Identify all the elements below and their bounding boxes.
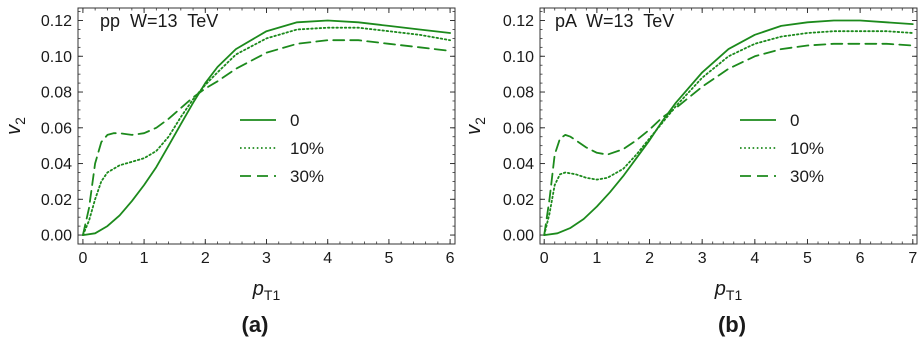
x-tick-label: 2 xyxy=(201,250,210,267)
legend-label: 0 xyxy=(790,111,799,130)
x-tick-label: 0 xyxy=(78,250,87,267)
y-tick-label: 0.08 xyxy=(41,85,72,102)
x-tick-label: 6 xyxy=(856,250,865,267)
x-tick-label: 7 xyxy=(908,250,917,267)
legend-label: 0 xyxy=(290,111,299,130)
x-axis-label-sub: T1 xyxy=(726,287,743,303)
legend-label: 10% xyxy=(290,139,324,158)
plot-annotation: pp W=13 TeV xyxy=(100,11,218,31)
y-tick-label: 0.02 xyxy=(41,192,72,209)
x-axis-label-main: p xyxy=(714,278,726,300)
y-tick-label: 0.00 xyxy=(41,228,72,245)
panel-b: 0 1 2 3 4 5 6 7 0.00 0.02 0.04 0.06 0.08 0.10 0.12 0 10%… xyxy=(463,7,918,337)
y-tick-label: 0.12 xyxy=(41,13,72,30)
y-axis-label: v2 xyxy=(463,117,488,135)
series-line-10pct xyxy=(543,30,914,236)
x-tick-label: 1 xyxy=(592,250,601,267)
panel-a: 0 1 2 3 4 5 6 0.00 0.02 0.04 0.06 0.08 0.10 0.12 0 10% 3… xyxy=(3,7,456,337)
x-tick-label: 2 xyxy=(645,250,654,267)
y-tick-label: 0.12 xyxy=(503,13,534,30)
y-tick-label: 0.08 xyxy=(503,85,534,102)
y-tick-label: 0.02 xyxy=(503,192,534,209)
panel-label: (a) xyxy=(242,312,269,337)
y-axis-label-main: v xyxy=(3,124,25,135)
y-axis-label: v2 xyxy=(3,117,28,135)
y-axis-label-main: v xyxy=(463,124,485,135)
series-line-10pct xyxy=(82,26,451,236)
x-tick-label: 3 xyxy=(698,250,707,267)
x-tick-label: 6 xyxy=(446,250,455,267)
x-tick-label: 4 xyxy=(323,250,332,267)
y-tick-label: 0.06 xyxy=(503,120,534,137)
series-line-zero xyxy=(543,19,914,236)
plot-annotation: pA W=13 TeV xyxy=(555,11,674,31)
legend-label: 30% xyxy=(290,167,324,186)
x-tick-label: 5 xyxy=(803,250,812,267)
y-tick-label: 0.04 xyxy=(41,156,72,173)
plot-frame xyxy=(77,7,456,245)
y-tick-label: 0.10 xyxy=(503,49,534,66)
legend-label: 10% xyxy=(790,139,824,158)
panel-label: (b) xyxy=(718,312,746,337)
x-axis-label-sub: T1 xyxy=(264,287,281,303)
y-tick-label: 0.06 xyxy=(41,120,72,137)
y-tick-label: 0.00 xyxy=(503,228,534,245)
x-tick-label: 4 xyxy=(750,250,759,267)
x-tick-label: 0 xyxy=(540,250,549,267)
y-tick-label: 0.10 xyxy=(41,49,72,66)
y-tick-label: 0.04 xyxy=(503,156,534,173)
series-line-30pct xyxy=(543,42,914,236)
legend-label: 30% xyxy=(790,167,824,186)
x-tick-label: 1 xyxy=(140,250,149,267)
y-axis-label-sub: 2 xyxy=(472,117,488,125)
x-axis-label-main: p xyxy=(252,278,264,300)
x-tick-label: 5 xyxy=(384,250,393,267)
x-axis-label: pT1 xyxy=(252,278,281,303)
plot-frame xyxy=(539,7,918,245)
series-line-30pct xyxy=(82,39,451,236)
x-axis-label: pT1 xyxy=(714,278,743,303)
y-axis-label-sub: 2 xyxy=(12,117,28,125)
x-tick-label: 3 xyxy=(262,250,271,267)
